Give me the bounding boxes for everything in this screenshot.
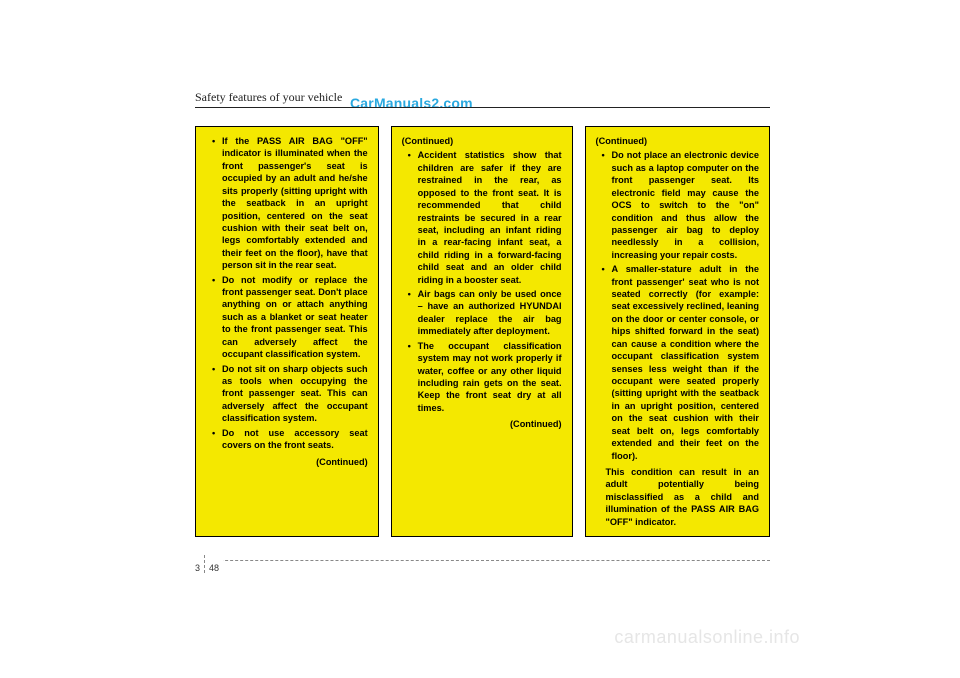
warning-list-2: Accident statistics show that children a… bbox=[402, 149, 562, 414]
warning-box-1: If the PASS AIR BAG "OFF" indicator is i… bbox=[195, 126, 379, 537]
page-content: Safety features of your vehicle If the P… bbox=[195, 90, 770, 537]
list-item: Do not use accessory seat covers on the … bbox=[216, 427, 368, 452]
continued-label: (Continued) bbox=[402, 418, 562, 430]
chapter-number: 3 bbox=[195, 555, 205, 573]
warning-box-3: (Continued) Do not place an electronic d… bbox=[585, 126, 770, 537]
list-item: Do not place an electronic device such a… bbox=[606, 149, 759, 261]
list-item: A smaller-stature adult in the front pas… bbox=[606, 263, 759, 462]
continued-label: (Continued) bbox=[206, 456, 368, 468]
page-number-value: 48 bbox=[205, 555, 219, 573]
trailing-paragraph: This condition can result in an adult po… bbox=[596, 466, 759, 528]
continued-top-label: (Continued) bbox=[596, 135, 759, 147]
list-item: Air bags can only be used once – have an… bbox=[412, 288, 562, 338]
warning-columns: If the PASS AIR BAG "OFF" indicator is i… bbox=[195, 126, 770, 537]
list-item: Do not sit on sharp objects such as tool… bbox=[216, 363, 368, 425]
section-title: Safety features of your vehicle bbox=[195, 90, 770, 108]
continued-top-label: (Continued) bbox=[402, 135, 562, 147]
page-number: 3 48 bbox=[195, 555, 223, 573]
warning-list-3: Do not place an electronic device such a… bbox=[596, 149, 759, 462]
list-item: Accident statistics show that children a… bbox=[412, 149, 562, 286]
list-item: If the PASS AIR BAG "OFF" indicator is i… bbox=[216, 135, 368, 272]
watermark-bottom: carmanualsonline.info bbox=[614, 627, 800, 648]
warning-list-1: If the PASS AIR BAG "OFF" indicator is i… bbox=[206, 135, 368, 452]
list-item: Do not modify or replace the front passe… bbox=[216, 274, 368, 361]
page-footer-divider: 3 48 bbox=[195, 560, 770, 579]
warning-box-2: (Continued) Accident statistics show tha… bbox=[391, 126, 573, 537]
list-item: The occupant classification system may n… bbox=[412, 340, 562, 415]
